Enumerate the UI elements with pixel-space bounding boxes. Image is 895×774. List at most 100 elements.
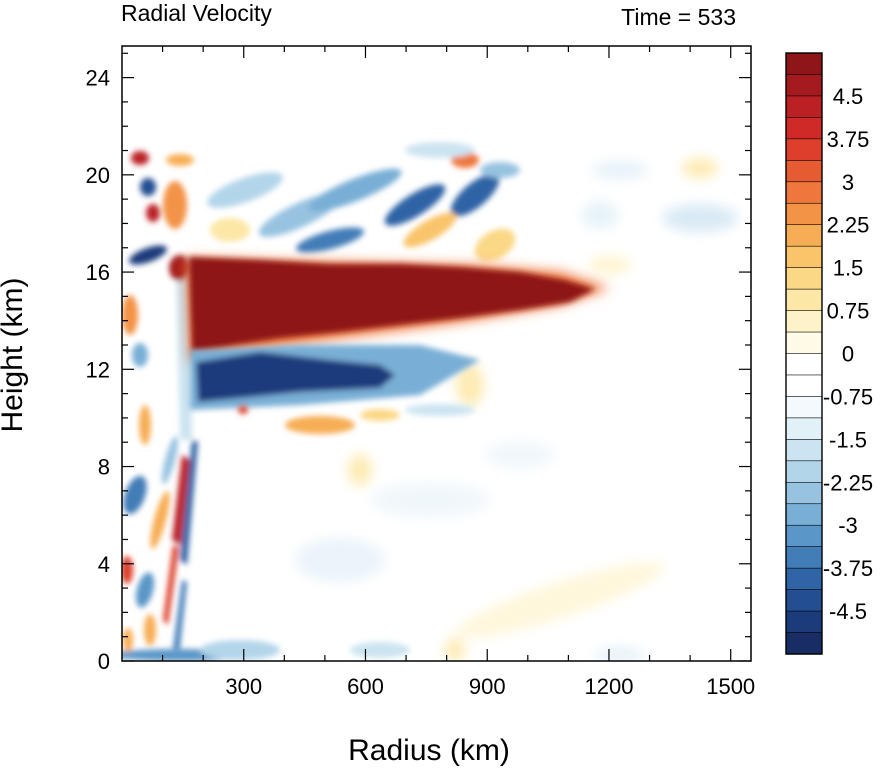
outflow-jet-core [189,257,595,352]
plot-area: 300 600 900 1200 1500 0 4 8 12 16 20 24 [86,45,755,699]
plot-frame [121,45,752,662]
colorbar-swatch [785,632,823,655]
colorbar: 4.5 3.75 3 2.25 1.5 0.75 0 -0.75 -1.5 -2.25 -3 -3.7… [785,52,873,655]
contour-field [122,142,738,661]
colorbar-tick-label: 0.75 [827,299,870,324]
left-blue-streak-2 [135,572,155,608]
eyewall-blue-streak [180,440,198,565]
left-orange-streak-3 [144,614,156,646]
faint-yellow-patch-3 [456,363,484,407]
x-tick-label: 900 [469,674,506,699]
boundary-layer [122,628,410,661]
y-axis: 0 4 8 12 16 20 24 [86,52,751,674]
eyewall-column [163,255,198,655]
colorbar-swatch [785,524,823,548]
upper-orange-band-3 [474,228,516,262]
colorbar-tick-label: 3.75 [827,127,870,152]
left-orange-streak-1 [139,405,151,445]
upper-blue-band-8 [480,162,520,178]
faint-yellow-patch-2 [588,256,632,274]
colorbar-tick-label: 0 [842,342,854,367]
eyewall-red-peak [169,255,191,281]
left-red-spot-3 [122,556,133,584]
outflow-jet [186,257,610,362]
faint-blue-patch-4 [370,482,490,518]
left-blue-streak-1 [123,475,147,515]
eyewall-blue-streak-lower [173,580,187,655]
colorbar-swatch [785,202,823,226]
colorbar-swatch [785,74,823,97]
eyewall-red-streak-lower [163,545,179,625]
colorbar-tick-label: 1.5 [833,256,864,281]
bl-orange-1 [123,628,133,652]
left-orange-band-top [166,154,194,166]
mid-orange-band [238,404,475,434]
faint-yellow-diagonal [455,561,665,639]
colorbar-swatch [785,160,823,183]
colorbar-swatch [785,589,823,612]
colorbar-swatch [785,417,823,440]
upper-blue-band-1 [207,172,283,208]
colorbar-frame [785,52,823,655]
colorbar-swatch [785,374,823,398]
y-tick-label: 12 [86,357,110,382]
colorbar-swatch [785,52,823,76]
y-tick-label: 8 [98,455,110,480]
x-tick-label: 600 [347,674,384,699]
colorbar-tick-label: -1.5 [829,427,867,452]
colorbar-swatch [785,481,823,505]
faint-blue-patch-5 [485,441,555,469]
x-tick-label: 1200 [584,674,633,699]
inflow-layer [190,345,480,410]
bl-blue-3 [350,642,410,658]
upper-orange-band-1 [403,212,457,248]
faint-features [295,158,738,661]
upper-blue-band-3 [308,168,402,212]
upper-blue-band-5 [450,173,500,217]
x-axis-label: Radius (km) [348,734,510,767]
faint-yellow-patch-4 [348,454,372,486]
faint-yellow-patch-5 [445,638,465,661]
colorbar-swatch [785,138,823,161]
colorbar-swatch [785,181,823,204]
faint-blue-patch-2 [592,161,648,179]
colorbar-swatch [785,310,823,333]
eyewall-red-streak [172,455,190,545]
colorbar-swatch [785,267,823,290]
time-label: Time = 533 [621,4,736,30]
left-red-spot-2 [146,204,160,222]
colorbar-swatch [785,331,823,355]
x-tick-label: 1500 [706,674,755,699]
colorbar-swatch [785,288,823,312]
inflow-layer-core [196,352,395,402]
colorbar-tick-label: 4.5 [833,84,864,109]
upper-blue-band-7 [405,142,475,158]
colorbar-swatch [785,439,823,462]
colorbar-tick-label: -4.5 [829,599,867,624]
colorbar-swatch [785,95,823,118]
colorbar-swatch [785,353,823,376]
left-blue-streak-3 [161,435,179,485]
faint-blue-patch-6 [295,538,385,582]
colorbar-swatch [785,224,823,247]
left-edge-features [122,151,194,646]
faint-blue-patch-3 [582,201,618,229]
colorbar-tick-label: -3 [838,513,858,538]
colorbar-tick-label: -0.75 [823,384,873,409]
left-blue-diagonal [129,245,167,265]
mid-red-spot [238,406,248,414]
upper-orange-band-4 [210,218,250,242]
colorbar-swatch [785,610,823,634]
mid-orange-band-2 [360,409,400,421]
y-tick-label: 24 [86,66,110,91]
left-red-spot-1 [131,151,149,165]
y-tick-label: 16 [86,260,110,285]
upper-blue-band-6 [296,227,364,253]
colorbar-tick-label: 2.25 [827,213,870,238]
colorbar-swatch [785,396,823,419]
colorbar-swatch [785,503,823,526]
y-tick-label: 0 [98,649,110,674]
colorbar-swatch [785,245,823,269]
x-tick-label: 300 [225,674,262,699]
